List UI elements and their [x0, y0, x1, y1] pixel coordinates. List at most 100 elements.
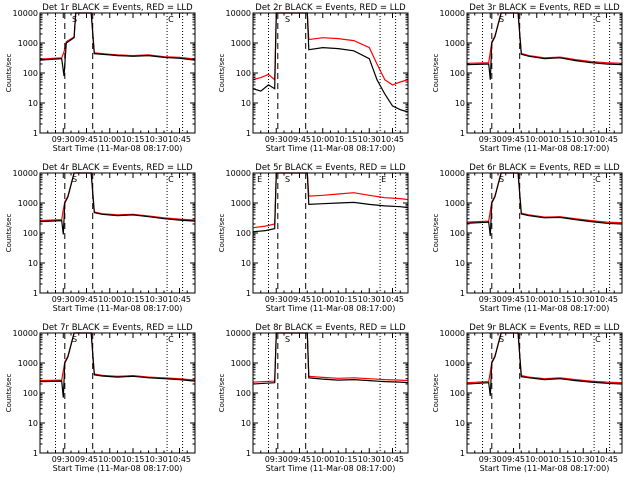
x-tick-label: 09:30	[52, 455, 75, 464]
x-tick-label: 09:30	[265, 135, 288, 144]
y-axis-title: Counts/sec	[218, 214, 226, 253]
x-tick-label: 09:30	[52, 135, 75, 144]
annotation-letter: C	[595, 175, 601, 184]
x-tick-label: 10:45	[381, 135, 404, 144]
x-tick-label: 09:45	[75, 135, 98, 144]
y-tick-label: 100	[23, 389, 38, 398]
y-tick-label: 1	[460, 289, 465, 298]
x-axis-title: Start Time (11-Mar-08 08:17:00)	[480, 144, 610, 153]
y-tick-label: 1	[33, 289, 38, 298]
x-tick-label: 10:45	[168, 455, 191, 464]
x-tick-label: 10:15	[334, 295, 357, 304]
y-tick-label: 1000	[231, 199, 251, 208]
x-tick-label: 10:00	[311, 455, 334, 464]
x-tick-label: 09:45	[288, 135, 311, 144]
y-axis-title: Counts/sec	[432, 374, 440, 413]
y-tick-label: 1000	[18, 199, 38, 208]
x-tick-label: 10:00	[525, 295, 548, 304]
x-tick-label: 10:30	[572, 135, 595, 144]
y-axis-title: Counts/sec	[218, 374, 226, 413]
x-tick-label: 10:45	[381, 295, 404, 304]
x-tick-label: 10:15	[548, 135, 571, 144]
detector-panel-2: Det 2r BLACK = Events, RED = LLD S 1 10 100 1…	[218, 3, 409, 153]
annotation-letter: E	[381, 175, 386, 184]
x-tick-label: 10:30	[145, 135, 168, 144]
x-tick-label: 10:45	[381, 455, 404, 464]
x-tick-label: 10:00	[311, 135, 334, 144]
x-tick-label: 10:15	[121, 135, 144, 144]
x-tick-label: 10:00	[98, 455, 121, 464]
y-tick-label: 10000	[440, 329, 465, 338]
y-tick-label: 1	[460, 129, 465, 138]
y-tick-label: 1000	[18, 359, 38, 368]
y-tick-label: 10	[28, 99, 38, 108]
x-tick-label: 10:15	[548, 455, 571, 464]
x-tick-label: 10:30	[572, 455, 595, 464]
y-axis-title: Counts/sec	[432, 54, 440, 93]
x-tick-label: 09:45	[288, 295, 311, 304]
annotation-letter: S	[499, 175, 504, 184]
panel-title: Det 2r BLACK = Events, RED = LLD	[255, 3, 406, 13]
series-line-events	[252, 332, 409, 385]
annotation-letter: C	[595, 15, 601, 24]
x-tick-label: 10:00	[525, 455, 548, 464]
panel-title: Det 4r BLACK = Events, RED = LLD	[42, 163, 193, 173]
annotation-letter: S	[72, 15, 77, 24]
x-tick-label: 09:45	[75, 455, 98, 464]
detector-panel-7: Det 7r BLACK = Events, RED = LLD S C 1 10 100…	[5, 323, 196, 473]
detector-panel-5: Det 5r BLACK = Events, RED = LLD E S E 1 10 10…	[218, 163, 409, 313]
annotation-letter: S	[72, 175, 77, 184]
y-axis-title: Counts/sec	[218, 54, 226, 93]
annotation-letter: S	[72, 335, 77, 344]
x-tick-label: 10:15	[121, 455, 144, 464]
annotation-letter: S	[499, 15, 504, 24]
y-tick-label: 100	[450, 69, 465, 78]
detector-panel-3: Det 3r BLACK = Events, RED = LLD S C 1 10 100…	[432, 3, 623, 153]
panel-title: Det 9r BLACK = Events, RED = LLD	[469, 323, 620, 333]
x-tick-label: 10:30	[358, 135, 381, 144]
annotation-letter: C	[168, 175, 174, 184]
y-tick-label: 100	[236, 229, 251, 238]
x-axis-title: Start Time (11-Mar-08 08:17:00)	[480, 464, 610, 473]
y-tick-label: 1	[460, 449, 465, 458]
x-tick-label: 09:30	[479, 135, 502, 144]
series-line-events	[252, 172, 409, 233]
detector-panel-8: Det 8r BLACK = Events, RED = LLD S 1 10 100 1…	[218, 323, 409, 473]
y-tick-label: 10	[28, 259, 38, 268]
detector-panel-6: Det 6r BLACK = Events, RED = LLD S C 1 10 100…	[432, 163, 623, 313]
x-tick-label: 10:45	[595, 295, 618, 304]
y-tick-label: 10	[455, 419, 465, 428]
x-tick-label: 10:30	[358, 455, 381, 464]
x-tick-label: 10:15	[334, 455, 357, 464]
y-tick-label: 10	[241, 259, 251, 268]
y-tick-label: 10000	[226, 329, 251, 338]
x-tick-label: 10:45	[595, 455, 618, 464]
x-tick-label: 09:30	[265, 455, 288, 464]
y-tick-label: 10	[455, 259, 465, 268]
y-tick-label: 1	[246, 449, 251, 458]
x-tick-label: 10:45	[168, 135, 191, 144]
detector-panel-1: Det 1r BLACK = Events, RED = LLD S C 1 10 100…	[5, 3, 196, 153]
y-tick-label: 1	[33, 449, 38, 458]
y-tick-label: 1000	[231, 359, 251, 368]
y-tick-label: 1	[246, 289, 251, 298]
x-tick-label: 09:30	[52, 295, 75, 304]
x-axis-title: Start Time (11-Mar-08 08:17:00)	[266, 304, 396, 313]
x-tick-label: 09:45	[75, 295, 98, 304]
x-tick-label: 10:00	[311, 295, 334, 304]
series-line-lld	[252, 12, 409, 86]
panel-title: Det 7r BLACK = Events, RED = LLD	[42, 323, 193, 333]
panel-title: Det 1r BLACK = Events, RED = LLD	[42, 3, 193, 13]
y-tick-label: 10000	[13, 329, 38, 338]
x-axis-title: Start Time (11-Mar-08 08:17:00)	[53, 304, 183, 313]
y-axis-title: Counts/sec	[5, 374, 13, 413]
x-tick-label: 10:15	[548, 295, 571, 304]
x-tick-label: 10:30	[145, 455, 168, 464]
panel-title: Det 6r BLACK = Events, RED = LLD	[469, 163, 620, 173]
series-line-events	[252, 12, 409, 113]
y-tick-label: 10	[241, 419, 251, 428]
x-tick-label: 09:45	[502, 455, 525, 464]
y-tick-label: 100	[236, 69, 251, 78]
y-axis-title: Counts/sec	[5, 214, 13, 253]
x-tick-label: 10:30	[145, 295, 168, 304]
